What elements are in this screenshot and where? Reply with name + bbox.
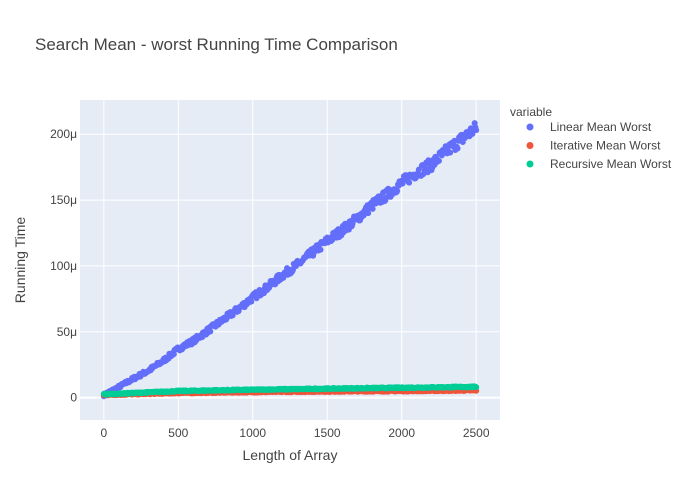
data-point	[435, 157, 442, 164]
y-tick-label: 50μ	[57, 325, 77, 339]
y-axis-title: Running Time	[12, 217, 28, 304]
series-recursive-mean-worst	[100, 383, 480, 398]
y-tick-label: 200μ	[50, 127, 77, 141]
tick-labels: 0 500 1000 1500 2000 2500 0 50μ 100μ 150μ 200μ	[50, 127, 490, 440]
data-point	[454, 145, 461, 152]
legend-marker	[526, 160, 534, 168]
data-point	[406, 179, 413, 186]
legend-item-label[interactable]: Iterative Mean Worst	[550, 139, 661, 153]
y-tick-label: 0	[70, 391, 77, 405]
data-point	[365, 210, 372, 217]
data-point	[473, 127, 480, 134]
data-point	[469, 130, 476, 137]
legend-title: variable	[510, 105, 552, 119]
data-point	[317, 246, 324, 253]
legend-item-label[interactable]: Recursive Mean Worst	[550, 157, 672, 171]
legend-marker	[526, 142, 534, 149]
data-point	[207, 328, 214, 335]
data-point	[248, 298, 255, 305]
data-point	[473, 384, 480, 391]
x-tick-label: 0	[100, 426, 107, 440]
y-tick-label: 100μ	[50, 259, 77, 273]
x-tick-label: 2000	[388, 426, 415, 440]
x-tick-label: 1000	[239, 426, 266, 440]
x-axis-title: Length of Array	[243, 447, 338, 463]
series-linear-mean-worst	[100, 120, 480, 400]
data-point	[438, 152, 445, 159]
y-tick-label: 150μ	[50, 193, 77, 207]
x-tick-label: 1500	[314, 426, 341, 440]
grid	[80, 100, 500, 420]
legend-marker	[526, 123, 534, 131]
data-marks	[100, 120, 480, 400]
data-point	[394, 187, 401, 194]
legend-item-label[interactable]: Linear Mean Worst	[550, 120, 652, 134]
chart-title: Search Mean - worst Running Time Compari…	[35, 35, 398, 54]
data-point	[372, 200, 379, 207]
data-point	[447, 149, 454, 156]
data-point	[369, 205, 376, 212]
x-tick-label: 2500	[463, 426, 490, 440]
legend[interactable]: variable Linear Mean Worst Iterative Mean…	[510, 105, 672, 171]
x-tick-label: 500	[168, 426, 188, 440]
